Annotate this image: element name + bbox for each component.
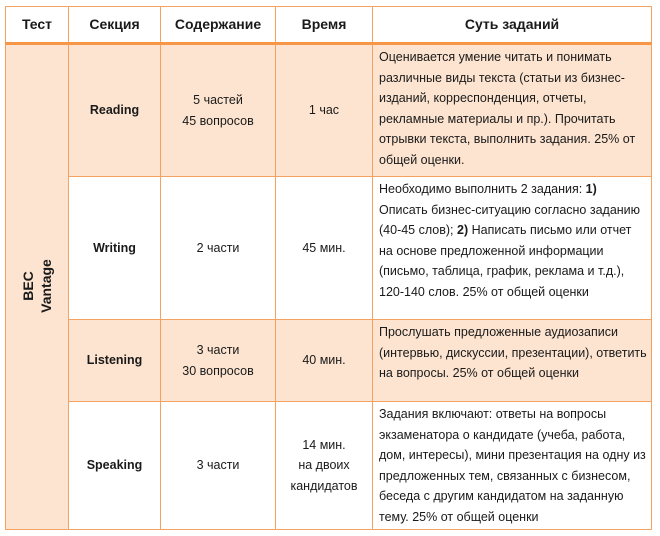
content-questions: 45 вопросов <box>182 113 254 128</box>
time-note: на двоих кандидатов <box>290 458 358 493</box>
time-cell: 40 мин. <box>275 319 373 402</box>
description-cell: Необходимо выполнить 2 задания: 1) Описа… <box>372 176 652 320</box>
header-content: Содержание <box>160 6 276 45</box>
content-cell: 5 частей 45 вопросов <box>160 43 276 177</box>
time-cell: 1 час <box>275 43 373 177</box>
time-cell: 14 мин. на двоих кандидатов <box>275 401 373 530</box>
content-parts: 3 части <box>196 343 240 357</box>
description-cell: Прослушать предложенные аудиозаписи (инт… <box>372 319 652 402</box>
section-name: Listening <box>68 319 161 402</box>
test-name: BEC Vantage <box>19 259 55 313</box>
section-name: Writing <box>68 176 161 320</box>
content-questions: 30 вопросов <box>182 363 254 378</box>
table-row-listening: Listening 3 части 30 вопросов 40 мин. Про… <box>5 319 652 402</box>
table-row-reading: BEC Vantage Reading 5 частей 45 вопросов 1… <box>5 43 652 530</box>
desc-text: Необходимо выполнить 2 задания: <box>379 182 586 196</box>
test-name-cell: BEC Vantage <box>5 43 69 530</box>
time-value: 14 мин. <box>302 437 346 452</box>
header-row: Тест Секция Содержание Время Суть задани… <box>5 6 652 45</box>
content-cell: 2 части <box>160 176 276 320</box>
content-parts: 5 частей <box>193 93 243 107</box>
test-name-line2: Vantage <box>37 258 54 313</box>
description-cell: Оценивается умение читать и понимать раз… <box>372 43 652 177</box>
header-description: Суть заданий <box>372 6 652 45</box>
content-cell: 3 части 30 вопросов <box>160 319 276 402</box>
section-name: Reading <box>68 43 161 177</box>
header-test: Тест <box>5 6 69 45</box>
table-row-speaking: Speaking 3 части 14 мин. на двоих кандида… <box>6 401 652 530</box>
header-time: Время <box>275 6 373 45</box>
content-cell: 3 части <box>160 401 276 530</box>
exam-table: Тест Секция Содержание Время Суть задани… <box>5 6 652 530</box>
desc-marker: 2) <box>457 223 469 237</box>
desc-marker: 1) <box>585 182 597 196</box>
description-cell: Задания включают: ответы на вопросы экза… <box>372 401 652 530</box>
desc-text: Написать письмо или отчет на основе пред… <box>379 223 632 299</box>
time-cell: 45 мин. <box>275 176 373 320</box>
header-section: Секция <box>68 6 161 45</box>
test-name-line1: BEC <box>19 270 36 301</box>
desc-text: Описать бизнес-ситуацию согласно заданию… <box>379 202 641 238</box>
section-name: Speaking <box>68 401 161 530</box>
table-row-writing: Writing 2 части 45 мин. Необходимо выпол… <box>6 176 652 320</box>
